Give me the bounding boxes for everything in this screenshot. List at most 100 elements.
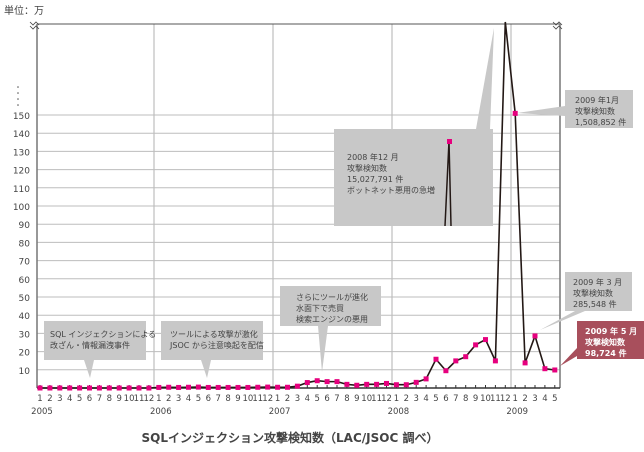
data-point <box>205 384 211 390</box>
y-tick-label: 40 <box>19 312 31 322</box>
callout-box <box>44 321 146 360</box>
callout-text: 2009 年 5 月 <box>585 326 637 336</box>
callout-text: ボットネット悪用の急増 <box>347 185 435 195</box>
data-point <box>433 356 439 362</box>
y-tick-label: 10 <box>19 367 31 377</box>
data-point <box>512 110 518 116</box>
callout-text: 2009 年 3 月 <box>573 277 622 287</box>
x-tick-label: 10 <box>361 394 372 404</box>
data-point <box>473 342 479 348</box>
x-tick-label: 8 <box>463 394 468 404</box>
callout-text: さらにツールが進化 <box>296 292 368 302</box>
data-point <box>47 385 53 391</box>
callout-text: 改ざん・情報漏洩事件 <box>50 340 130 350</box>
callout-box <box>161 321 263 360</box>
data-point <box>314 378 320 384</box>
callout-box <box>577 321 644 359</box>
x-tick-label: 3 <box>532 394 537 404</box>
callout-box <box>565 272 632 311</box>
x-tick-label: 6 <box>87 394 92 404</box>
x-tick-label: 5 <box>552 394 557 404</box>
x-tick-label: 4 <box>423 394 428 404</box>
callout-text: 98,724 件 <box>585 348 627 358</box>
x-tick-label: 2 <box>285 394 290 404</box>
x-tick-label: 7 <box>334 394 339 404</box>
data-point <box>522 360 528 366</box>
data-point <box>403 382 409 388</box>
data-point <box>215 384 221 390</box>
callout-pointer <box>560 348 577 366</box>
x-tick-label: 9 <box>116 394 121 404</box>
data-point <box>364 381 370 387</box>
data-point <box>285 384 290 390</box>
callout-text: 1,508,852 件 <box>575 117 626 127</box>
callout-text: 水面下で売買 <box>296 303 344 313</box>
x-tick-label: 7 <box>97 394 102 404</box>
data-point <box>235 384 241 390</box>
x-tick-label: 3 <box>57 394 62 404</box>
data-point <box>393 382 399 388</box>
y-tick-label: 80 <box>19 239 31 249</box>
x-tick-label: 3 <box>295 394 300 404</box>
data-point <box>443 368 449 374</box>
x-tick-label: 11 <box>134 394 145 404</box>
x-tick-label: 8 <box>344 394 349 404</box>
x-tick-label: 11 <box>252 394 263 404</box>
data-point <box>483 337 488 343</box>
year-label: 2009 <box>506 407 528 417</box>
data-point <box>334 379 340 385</box>
x-tick-label: 2 <box>47 394 52 404</box>
y-tick-label: 130 <box>13 148 30 158</box>
x-tick-label: 4 <box>67 394 72 404</box>
x-tick-label: 10 <box>242 394 253 404</box>
year-label: 2007 <box>269 407 291 417</box>
x-tick-label: 4 <box>542 394 547 404</box>
x-tick-label: 1 <box>37 394 42 404</box>
data-point <box>225 384 231 390</box>
unit-label: 単位：万 <box>4 4 44 17</box>
data-point <box>374 381 380 387</box>
y-tick-label: 120 <box>13 167 30 177</box>
y-tick-label: 150 <box>13 112 30 122</box>
data-point <box>57 385 63 391</box>
year-label: 2006 <box>150 407 172 417</box>
x-tick-label: 11 <box>371 394 382 404</box>
x-tick-label: 8 <box>225 394 230 404</box>
callout-text: ツールによる攻撃が激化 <box>170 329 258 339</box>
x-tick-label: 6 <box>443 394 448 404</box>
axis-break-icon <box>552 21 563 30</box>
data-point <box>423 376 429 382</box>
data-point <box>96 385 102 391</box>
data-point <box>413 379 419 385</box>
callout-pointer <box>540 311 585 330</box>
x-tick-label: 2 <box>166 394 171 404</box>
data-point <box>195 384 201 390</box>
callout-text: 攻撃検知数 <box>585 337 626 347</box>
x-tick-label: 5 <box>77 394 82 404</box>
x-tick-label: 3 <box>176 394 181 404</box>
data-point <box>463 354 469 360</box>
data-point <box>384 380 389 386</box>
y-tick-label: 140 <box>13 130 30 140</box>
y-tick-label: 100 <box>13 203 30 213</box>
data-point <box>126 385 132 391</box>
x-tick-label: 2 <box>404 394 409 404</box>
x-tick-label: 7 <box>453 394 458 404</box>
data-point <box>265 384 271 390</box>
x-tick-label: 4 <box>186 394 191 404</box>
callout-pointer <box>476 28 494 129</box>
callout-box <box>334 129 493 226</box>
data-point <box>304 380 310 386</box>
data-point <box>294 383 300 389</box>
x-tick-label: 12 <box>381 394 392 404</box>
x-tick-label: 1 <box>156 394 161 404</box>
y-tick-label: 110 <box>13 185 30 195</box>
x-tick-label: 9 <box>473 394 478 404</box>
y-tick-label: 90 <box>19 221 31 231</box>
data-point <box>87 385 92 391</box>
callout-text: 2009 年1月 <box>575 95 619 105</box>
x-tick-label: 1 <box>275 394 280 404</box>
series-line <box>37 21 558 391</box>
